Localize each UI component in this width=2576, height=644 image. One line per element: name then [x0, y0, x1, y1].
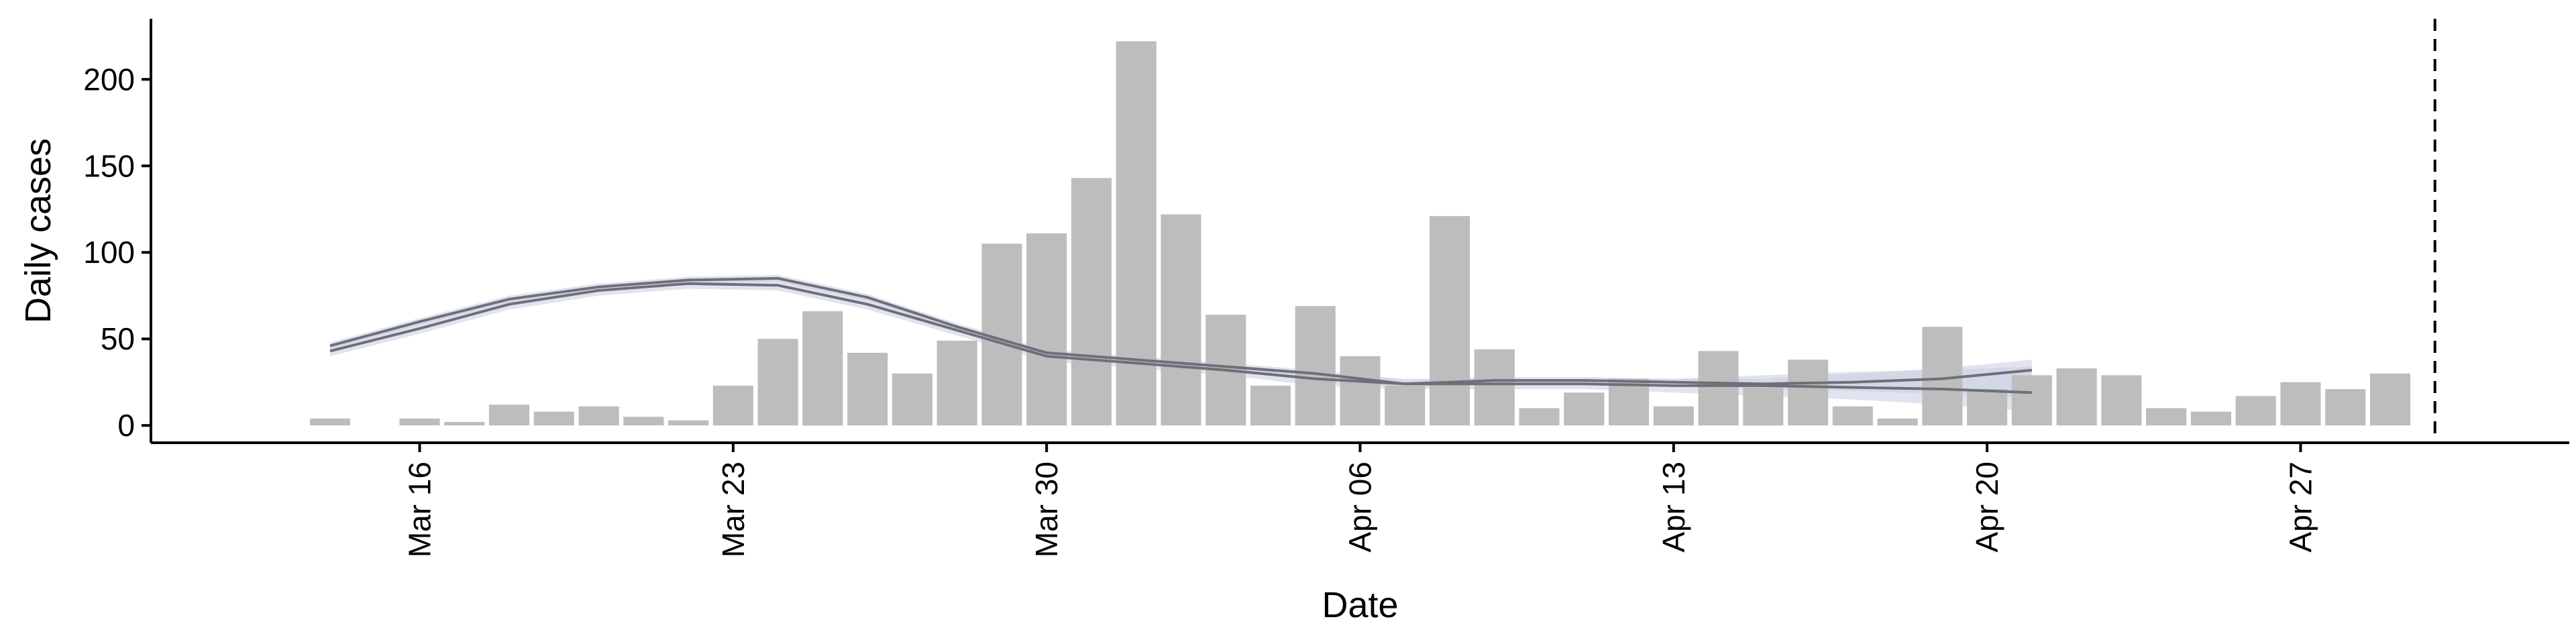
bar-2020-04-21 [2011, 375, 2052, 426]
bar-2020-04-24 [2146, 408, 2187, 426]
bar-2020-03-16 [399, 418, 440, 426]
x-tick-label-2020-04-20: Apr 20 [1970, 462, 2004, 553]
bar-2020-04-23 [2101, 375, 2142, 426]
bar-2020-04-05 [1295, 306, 1336, 426]
bar-2020-03-19 [533, 411, 574, 426]
y-tick-label-50: 50 [101, 321, 135, 356]
trend-line-1 [329, 282, 2032, 394]
bar-2020-03-17 [444, 422, 485, 426]
bar-2020-03-23 [712, 385, 753, 426]
bar-2020-04-26 [2235, 396, 2276, 426]
bar-2020-03-14 [310, 418, 351, 426]
y-tick-label-150: 150 [83, 148, 135, 183]
x-tick-label-2020-04-06: Apr 06 [1343, 462, 1378, 553]
bar-2020-04-06 [1340, 356, 1381, 426]
trend-band-2 [330, 274, 2032, 398]
bar-2020-04-16 [1788, 360, 1829, 426]
x-tick-label-2020-03-16: Mar 16 [402, 462, 437, 557]
bar-2020-03-28 [936, 340, 977, 426]
x-axis-title: Date [1322, 585, 1398, 625]
trend-lines [329, 276, 2033, 394]
bar-2020-03-22 [668, 420, 709, 426]
bar-2020-04-07 [1385, 385, 1426, 426]
y-tick-label-100: 100 [83, 235, 135, 270]
bar-2020-04-10 [1519, 408, 1560, 426]
bar-2020-03-31 [1071, 178, 1112, 426]
bar-2020-03-18 [489, 405, 530, 426]
bar-2020-04-12 [1609, 378, 1650, 426]
y-tick-label-200: 200 [83, 62, 135, 97]
x-tick-label-2020-03-23: Mar 23 [716, 462, 751, 557]
bar-2020-04-14 [1698, 351, 1739, 426]
bar-2020-03-26 [847, 352, 888, 426]
bar-2020-03-24 [757, 339, 798, 426]
bar-2020-03-21 [623, 417, 664, 426]
bar-2020-04-18 [1877, 418, 1918, 426]
y-axis-title: Daily cases [18, 138, 58, 323]
y-axis-ticks: 0 50 100 150 200 [83, 62, 151, 443]
bar-2020-04-25 [2190, 411, 2231, 426]
bar-2020-04-09 [1474, 349, 1515, 426]
bar-2020-04-01 [1116, 41, 1157, 426]
x-tick-label-2020-04-13: Apr 13 [1656, 462, 1691, 553]
trend-bands [330, 274, 2032, 412]
bar-2020-03-27 [892, 373, 932, 426]
bar-2020-03-20 [578, 406, 619, 426]
daily-case-bars [310, 41, 2410, 426]
x-tick-label-2020-04-27: Apr 27 [2283, 462, 2318, 553]
x-tick-label-2020-03-30: Mar 30 [1029, 462, 1064, 557]
bar-2020-03-30 [1026, 233, 1067, 426]
bar-2020-04-04 [1250, 385, 1291, 426]
trend-band-1 [330, 278, 2032, 412]
bar-2020-04-02 [1161, 214, 1201, 426]
bar-2020-04-29 [2369, 373, 2410, 426]
bar-2020-04-28 [2325, 389, 2366, 426]
bar-2020-04-20 [1967, 389, 2008, 426]
bar-2020-04-27 [2280, 382, 2321, 426]
y-tick-label-0: 0 [117, 408, 135, 443]
trend-line-2 [329, 276, 2033, 386]
bar-2020-04-15 [1743, 387, 1784, 426]
bar-2020-04-11 [1564, 392, 1605, 426]
bar-2020-04-13 [1653, 406, 1694, 426]
x-axis-ticks: Mar 16 Mar 23 Mar 30 Apr 06 Apr 13 Apr 20 Apr … [402, 443, 2318, 557]
bar-2020-03-25 [802, 311, 843, 426]
bar-2020-04-17 [1832, 406, 1873, 426]
bar-2020-04-22 [2056, 368, 2097, 426]
bar-2020-04-08 [1430, 216, 1470, 426]
